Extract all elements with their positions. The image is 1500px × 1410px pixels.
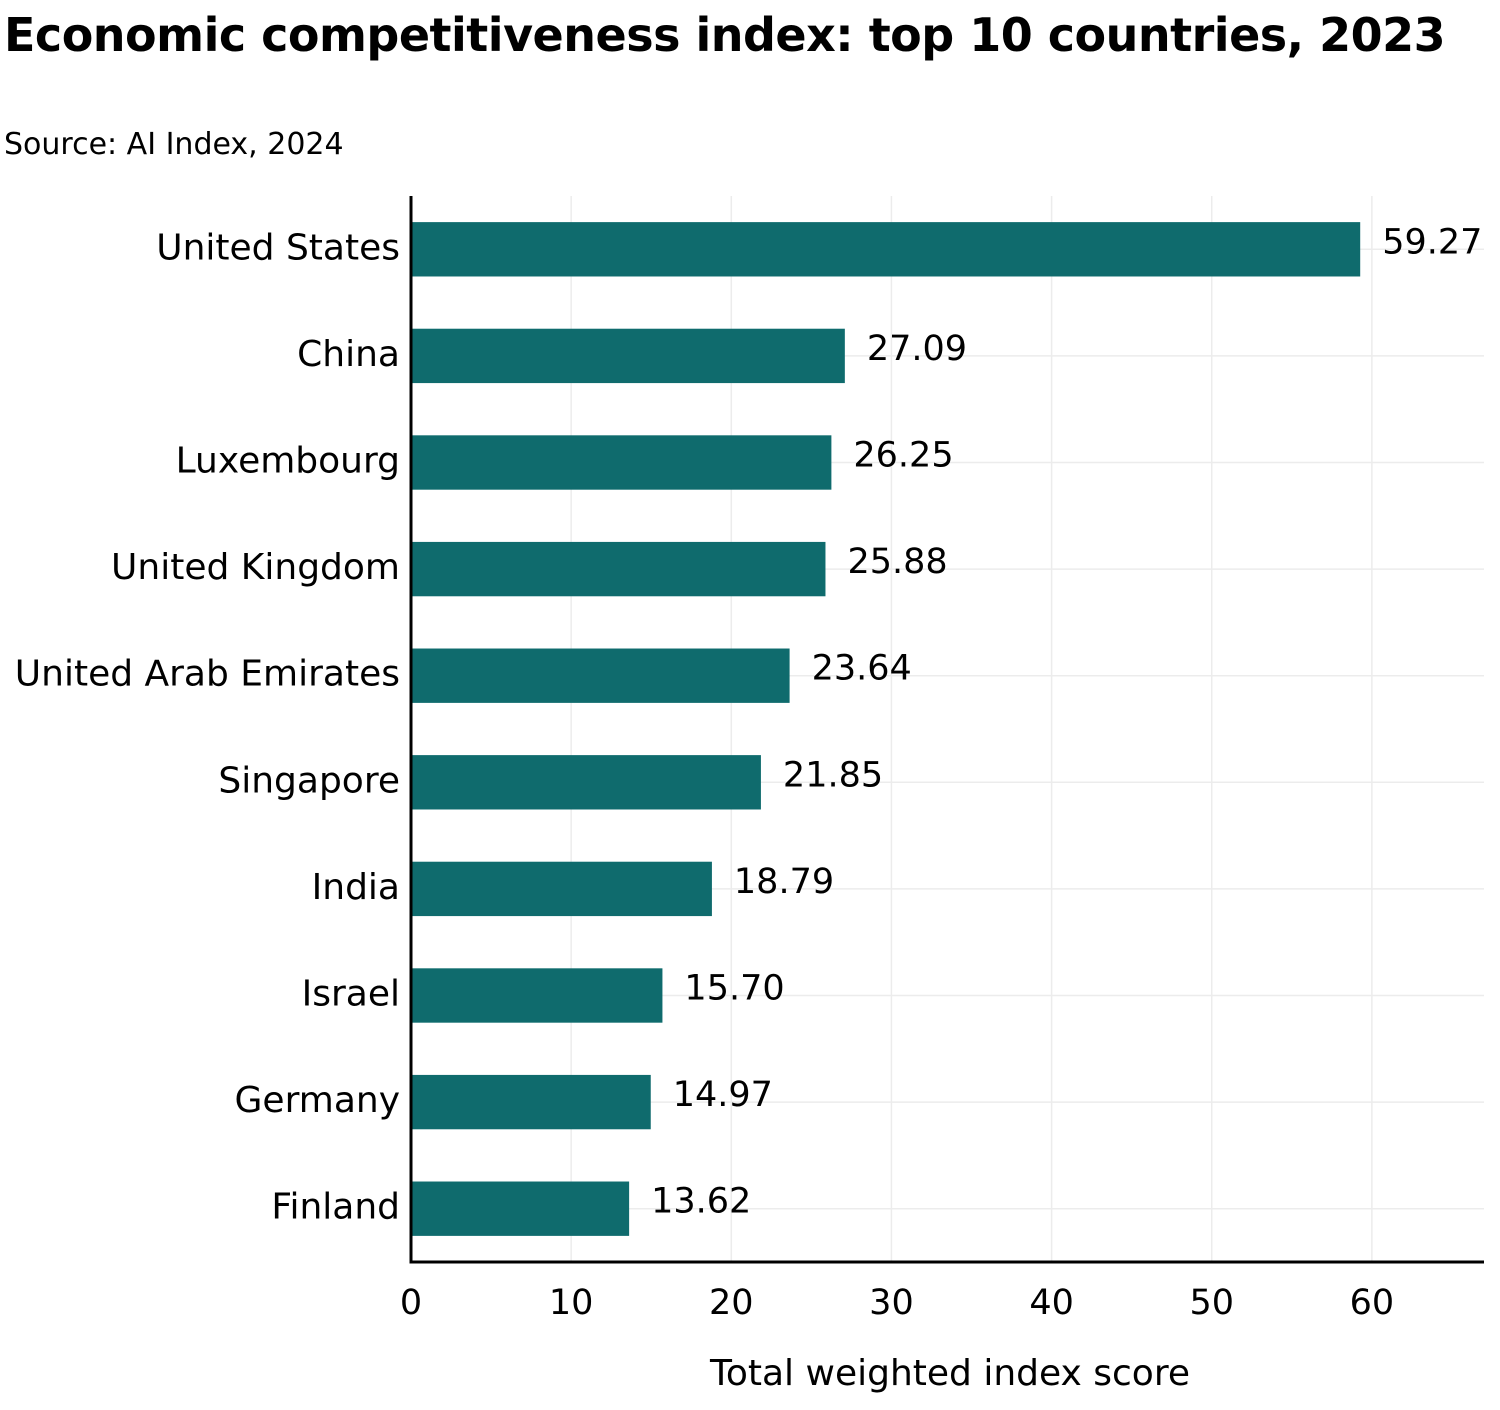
- x-tick-label: 30: [869, 1283, 914, 1323]
- category-label: Luxembourg: [176, 441, 400, 482]
- bars: [411, 222, 1361, 1236]
- x-axis-title: Total weighted index score: [709, 1353, 1190, 1394]
- value-label: 18.79: [734, 862, 834, 902]
- bar: [411, 435, 832, 490]
- chart-subtitle: Source: AI Index, 2024: [4, 127, 344, 162]
- category-label: Israel: [302, 974, 400, 1015]
- x-tick-label: 50: [1189, 1283, 1234, 1323]
- axes: [409, 196, 1484, 1264]
- value-label: 13.62: [651, 1182, 751, 1222]
- value-label: 23.64: [812, 649, 912, 689]
- x-tick-label: 60: [1350, 1283, 1395, 1323]
- value-label: 15.70: [684, 969, 784, 1009]
- value-label: 59.27: [1382, 222, 1482, 262]
- bar: [411, 648, 790, 703]
- x-tick-labels: 0 10 20 30 40 50 60: [400, 1283, 1394, 1323]
- category-label: United Arab Emirates: [15, 654, 400, 695]
- value-label: 26.25: [853, 436, 953, 476]
- value-label: 25.88: [847, 542, 947, 582]
- bar: [411, 541, 826, 597]
- bar: [411, 968, 663, 1023]
- value-label: 21.85: [783, 755, 883, 795]
- bar: [411, 755, 761, 810]
- bar: [411, 1181, 630, 1236]
- x-tick-label: 0: [400, 1283, 422, 1323]
- category-label: United States: [156, 227, 400, 268]
- x-tick-label: 40: [1029, 1283, 1074, 1323]
- chart-title: Economic competitiveness index: top 10 c…: [4, 8, 1446, 62]
- x-tick-label: 10: [549, 1283, 594, 1323]
- x-tick-label: 20: [709, 1283, 754, 1323]
- category-labels: United States China Luxembourg United Kingd…: [15, 227, 400, 1227]
- category-label: India: [312, 867, 400, 908]
- bar: [411, 1074, 651, 1130]
- value-label: 27.09: [867, 329, 967, 369]
- category-label: Germany: [235, 1080, 400, 1121]
- category-label: Singapore: [218, 760, 400, 801]
- bar: [411, 328, 845, 384]
- bar: [411, 861, 712, 917]
- value-label: 14.97: [673, 1075, 773, 1115]
- category-label: United Kingdom: [111, 547, 400, 588]
- category-label: Finland: [271, 1187, 400, 1228]
- bar: [411, 222, 1361, 277]
- value-labels: 59.27 27.09 26.25 25.88 23.64 21.85 18.79 15.70…: [651, 222, 1482, 1221]
- category-label: China: [297, 334, 400, 375]
